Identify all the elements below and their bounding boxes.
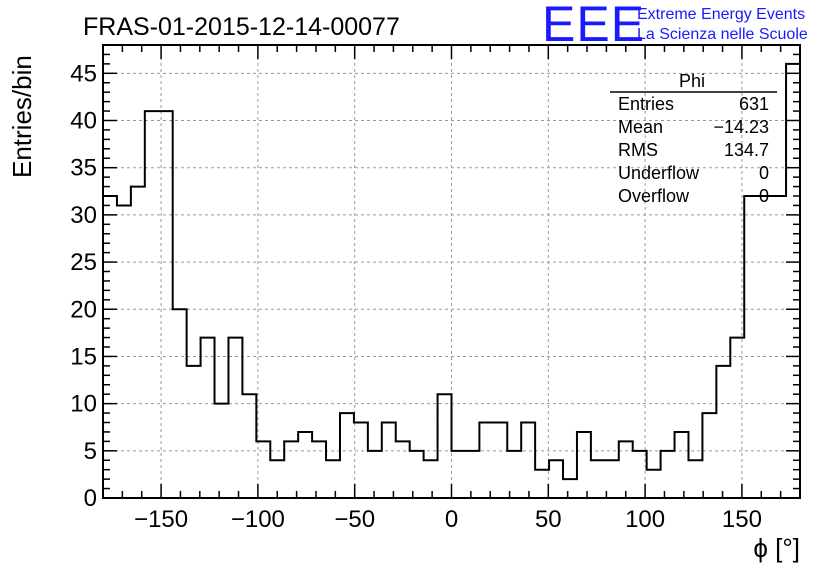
plot-frame — [102, 44, 801, 499]
x-tick-labels: −150 −100 −50 0 50 100 150 — [134, 506, 762, 533]
y-tick-label: 20 — [70, 296, 97, 323]
stats-value: 631 — [739, 94, 769, 114]
x-tick-label: 50 — [535, 506, 562, 533]
stats-label: Entries — [618, 94, 674, 114]
stats-row-overflow: Overflow 0 — [618, 186, 769, 206]
stats-row-entries: Entries 631 — [618, 94, 769, 114]
stats-value: 0 — [759, 186, 769, 206]
stats-row-mean: Mean −14.23 — [618, 117, 769, 137]
x-tick-label: 150 — [722, 506, 762, 533]
stats-label: Mean — [618, 117, 663, 137]
x-tick-label: 100 — [625, 506, 665, 533]
y-tick-label: 35 — [70, 155, 97, 182]
y-tick-label: 0 — [84, 485, 97, 512]
stats-value: −14.23 — [713, 117, 769, 137]
eee-logo: EEE Extreme Energy Events La Scienza nel… — [542, 0, 808, 52]
stats-value: 134.7 — [724, 140, 769, 160]
y-tick-label: 45 — [70, 60, 97, 87]
chart-title: FRAS-01-2015-12-14-00077 — [83, 13, 400, 41]
grid-lines — [103, 45, 800, 498]
y-tick-label: 30 — [70, 202, 97, 229]
y-tick-label: 15 — [70, 343, 97, 370]
stats-row-underflow: Underflow 0 — [618, 163, 769, 183]
x-tick-label: 0 — [445, 506, 458, 533]
x-axis-title: ϕ [°] — [753, 533, 800, 563]
y-tick-label: 5 — [84, 438, 97, 465]
stats-label: RMS — [618, 140, 658, 160]
stats-row-rms: RMS 134.7 — [618, 140, 769, 160]
logo-mark: EEE — [542, 0, 645, 52]
y-tick-label: 25 — [70, 249, 97, 276]
histogram-line — [102, 62, 801, 498]
x-tick-label: −150 — [134, 506, 188, 533]
y-axis-title: Entries/bin — [7, 55, 37, 178]
x-tick-label: −50 — [334, 506, 375, 533]
logo-line-1: Extreme Energy Events — [637, 6, 805, 23]
stats-value: 0 — [759, 163, 769, 183]
logo-line-2: La Scienza nelle Scuole — [637, 26, 808, 43]
y-tick-labels: 0 5 10 15 20 25 30 35 40 45 — [70, 60, 97, 512]
y-tick-label: 40 — [70, 108, 97, 135]
y-tick-label: 10 — [70, 391, 97, 418]
stats-box: Phi Entries 631 Mean −14.23 RMS 134.7 Un… — [610, 71, 777, 206]
stats-label: Underflow — [618, 163, 700, 183]
x-tick-label: −100 — [231, 506, 285, 533]
stats-label: Overflow — [618, 186, 690, 206]
stats-title: Phi — [679, 71, 705, 91]
